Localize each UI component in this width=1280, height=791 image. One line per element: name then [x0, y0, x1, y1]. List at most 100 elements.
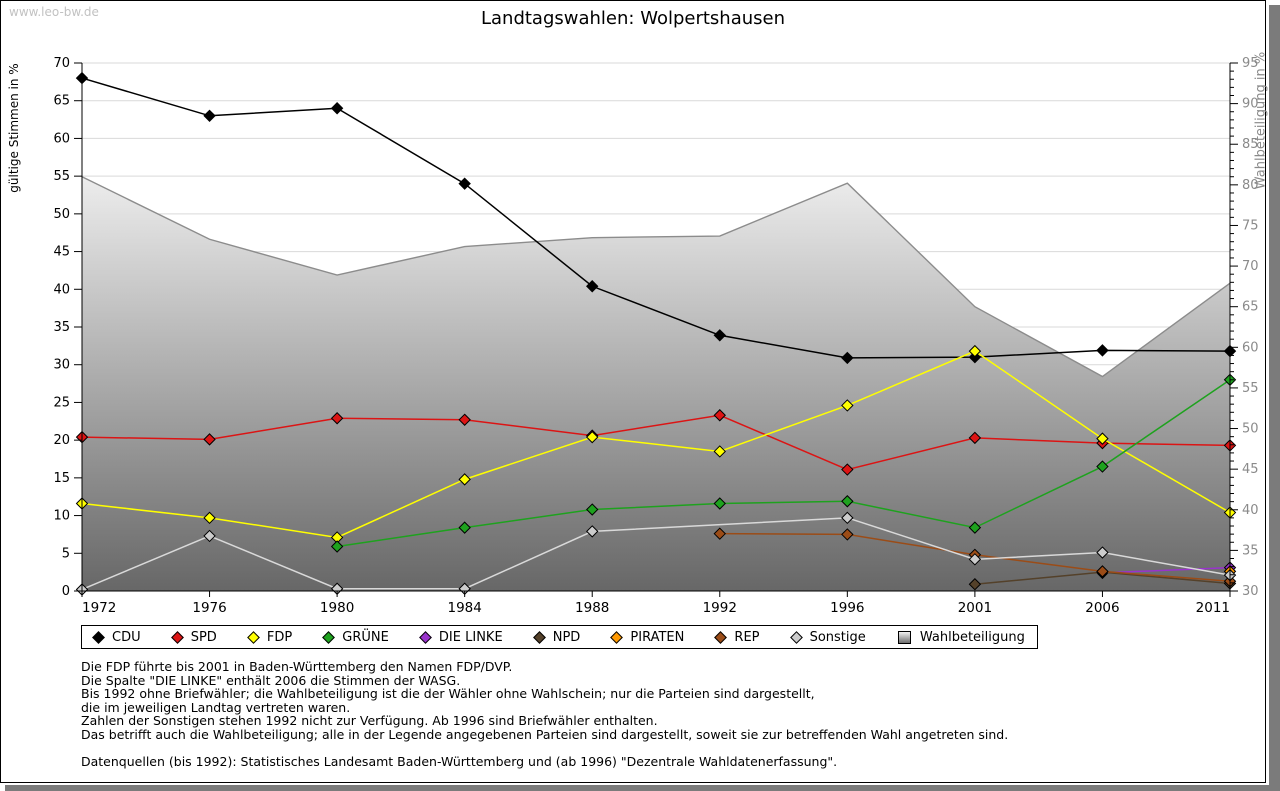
footnote-line: Die Spalte "DIE LINKE" enthält 2006 die …	[81, 672, 461, 688]
left-tick-label: 70	[53, 56, 70, 71]
right-tick-label: 45	[1242, 462, 1259, 477]
year-label: 1984	[447, 600, 481, 616]
year-label: 1988	[575, 600, 609, 616]
left-tick-label: 50	[53, 207, 70, 222]
left-tick-label: 20	[53, 433, 70, 448]
marker-cdu-1976	[203, 109, 216, 123]
legend-item-fdp: FDP	[247, 629, 293, 645]
election-line-chart: 0 5 10 15 20 25 30 35 40 45 50 55 60 65 70 30 35 40 45 50 55…	[53, 56, 1259, 616]
window-shadow-bottom	[5, 785, 1280, 791]
legend-item-grüne: GRÜNE	[322, 629, 389, 645]
marker-grüne-1996	[841, 495, 854, 508]
marker-fdp-1992	[713, 445, 726, 458]
window-shadow-right	[1269, 5, 1280, 791]
right-tick-label: 95	[1242, 56, 1259, 71]
left-tick-label: 45	[53, 245, 70, 260]
year-label: 2006	[1085, 600, 1119, 616]
footnote-line: Bis 1992 ohne Briefwähler; die Wahlbetei…	[81, 686, 815, 701]
marker-cdu-2006	[1096, 344, 1109, 357]
footnote-line: Das betrifft auch die Wahlbeteiligung; a…	[81, 726, 1009, 742]
footnote-line: Zahlen der Sonstigen stehen 1992 nicht z…	[81, 713, 658, 728]
series-line-cdu	[81, 77, 1231, 359]
year-label: 2001	[958, 600, 992, 616]
footnote-line	[81, 741, 1008, 755]
legend-diamond-swatch	[419, 630, 432, 644]
marker-cdu-1988	[586, 280, 599, 293]
legend-item-wahlbeteiligung: Wahlbeteiligung	[897, 630, 1025, 645]
marker-sonstige-1976	[203, 529, 216, 543]
marker-sonstige-2006	[1096, 546, 1109, 559]
legend-diamond-swatch	[170, 630, 184, 644]
marker-spd-1976	[203, 433, 216, 446]
legend-item-rep: REP	[714, 629, 760, 645]
marker-spd-1980	[330, 412, 344, 425]
marker-fdp-2001	[968, 344, 982, 358]
series-line-spd	[81, 414, 1231, 471]
left-tick-label: 40	[53, 282, 70, 297]
footnote-line: die im jeweiligen Landtag vertreten ware…	[81, 699, 351, 715]
marker-grüne-1980	[330, 540, 344, 553]
marker-rep-1996	[841, 528, 854, 541]
right-tick-label: 70	[1242, 259, 1259, 274]
right-tick-label: 35	[1242, 543, 1259, 558]
marker-grüne-1992	[713, 497, 726, 510]
marker-grüne-2006	[1096, 460, 1109, 473]
legend-label: SPD	[190, 629, 217, 645]
left-tick-label: 25	[53, 395, 70, 410]
marker-grüne-1984	[458, 521, 471, 534]
footnotes: Die FDP führte bis 2001 in Baden-Württem…	[81, 660, 1008, 768]
legend-diamond-swatch	[610, 630, 624, 644]
left-tick-label: 60	[53, 131, 70, 146]
left-tick-label: 35	[53, 320, 70, 335]
right-tick-label: 90	[1242, 97, 1259, 112]
marker-cdu-1980	[330, 102, 344, 115]
year-label: 1976	[192, 600, 226, 616]
footnote-line: Die FDP führte bis 2001 in Baden-Württem…	[81, 659, 513, 674]
series-line-grüne	[337, 379, 1231, 548]
legend-diamond-swatch	[322, 630, 336, 644]
legend-label: DIE LINKE	[438, 629, 503, 645]
marker-fdp-1988	[586, 430, 599, 444]
year-label: 1996	[830, 600, 864, 616]
legend-diamond-swatch	[714, 630, 728, 644]
legend-item-die-linke: DIE LINKE	[419, 629, 503, 645]
marker-cdu-1996	[841, 351, 854, 365]
marker-sonstige-2001	[968, 553, 982, 566]
right-tick-label: 65	[1242, 300, 1259, 315]
marker-grüne-1988	[586, 503, 599, 516]
left-tick-label: 30	[53, 358, 70, 373]
legend-label: GRÜNE	[342, 629, 389, 645]
legend-label: NPD	[552, 629, 581, 645]
legend-diamond-swatch	[532, 630, 546, 644]
legend-label: FDP	[266, 629, 293, 645]
legend-diamond-swatch	[92, 630, 105, 644]
left-tick-label: 10	[53, 509, 70, 524]
legend-diamond-swatch	[789, 630, 803, 644]
marker-rep-1992	[713, 527, 726, 540]
wahlbeteiligung-area-outline	[81, 176, 1231, 378]
marker-fdp-2006	[1096, 432, 1109, 445]
marker-spd-1984	[458, 413, 471, 426]
year-label: 2011	[1196, 600, 1230, 616]
marker-grüne-2001	[968, 521, 982, 534]
right-tick-label: 30	[1242, 584, 1259, 599]
wahlbeteiligung-area	[82, 176, 1230, 591]
legend-item-cdu: CDU	[92, 630, 141, 645]
left-tick-label: 0	[62, 584, 70, 599]
left-tick-label: 65	[53, 94, 70, 109]
marker-fdp-1996	[841, 399, 854, 412]
legend-item-spd: SPD	[170, 629, 217, 645]
left-tick-label: 55	[53, 169, 70, 184]
right-tick-label: 55	[1242, 381, 1259, 396]
legend-label: REP	[734, 629, 760, 645]
legend-label: PIRATEN	[630, 629, 685, 645]
year-label: 1980	[320, 600, 354, 616]
right-tick-label: 40	[1242, 503, 1259, 518]
right-tick-label: 85	[1242, 137, 1259, 152]
marker-cdu-1984	[458, 177, 471, 190]
legend-label: Sonstige	[809, 629, 866, 645]
legend-item-sonstige: Sonstige	[789, 629, 866, 645]
legend-item-npd: NPD	[532, 629, 581, 645]
footnote-line: Datenquellen (bis 1992): Statistisches L…	[81, 753, 838, 769]
